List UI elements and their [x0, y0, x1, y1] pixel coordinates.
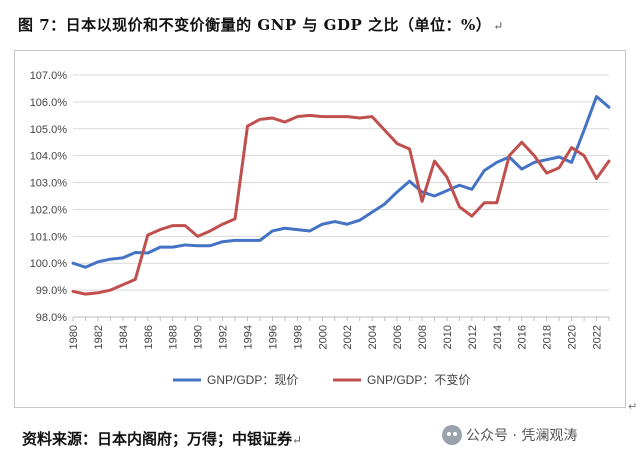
x-tick-label: 2004: [367, 325, 379, 349]
source-text: 资料来源：日本内阁府；万得；中银证券: [22, 430, 293, 448]
watermark-text: 公众号 · 凭澜观涛: [466, 428, 578, 444]
x-tick-label: 2000: [317, 325, 329, 349]
x-tick-label: 1994: [243, 325, 255, 349]
x-tick-label: 2018: [542, 325, 554, 349]
x-tick-label: 1982: [93, 325, 105, 349]
x-tick-label: 1988: [168, 325, 180, 349]
series-line-2: [71, 113, 611, 296]
paragraph-mark-icon: ↵: [292, 433, 303, 447]
figure-title: 图 7：日本以现价和不变价衡量的 GNP 与 GDP 之比（单位：%） ↵: [18, 14, 504, 35]
legend-label-1: GNP/GDP：现价: [207, 373, 298, 387]
x-tick-label: 2020: [567, 325, 579, 349]
y-tick-label: 104.0%: [30, 151, 68, 163]
x-tick-label: 1986: [143, 325, 155, 349]
x-tick-label: 2010: [442, 325, 454, 349]
y-tick-label: 106.0%: [30, 97, 68, 109]
source-note: 资料来源：日本内阁府；万得；中银证券↵: [22, 428, 302, 449]
y-tick-label: 107.0%: [30, 70, 68, 82]
x-tick-label: 1992: [218, 325, 230, 349]
y-tick-label: 98.0%: [36, 312, 67, 324]
y-tick-label: 100.0%: [30, 258, 68, 270]
series-line-1: [71, 95, 611, 269]
legend-label-2: GNP/GDP：不变价: [367, 372, 470, 387]
x-tick-label: 2022: [592, 325, 604, 349]
x-tick-label: 1980: [68, 325, 80, 349]
x-tick-label: 1984: [118, 325, 130, 349]
x-tick-label: 1990: [193, 325, 205, 349]
x-tick-label: 2016: [517, 325, 529, 349]
figure-title-text: 图 7：日本以现价和不变价衡量的 GNP 与 GDP 之比（单位：%）: [18, 16, 492, 34]
line-chart: 98.0% 99.0% 100.0% 101.0% 102.0% 103.0% 104.0%…: [30, 70, 611, 387]
y-tick-label: 103.0%: [30, 178, 68, 190]
watermark: 公众号 · 凭澜观涛: [442, 425, 577, 445]
x-tick-label: 1998: [292, 325, 304, 349]
y-tick-label: 102.0%: [30, 204, 68, 216]
y-tick-label: 99.0%: [36, 285, 67, 297]
y-tick-label: 101.0%: [30, 231, 68, 243]
x-tick-label: 2014: [492, 325, 504, 349]
x-tick-label: 1996: [267, 325, 279, 349]
x-tick-label: 2008: [417, 325, 429, 349]
chart-frame: 98.0% 99.0% 100.0% 101.0% 102.0% 103.0% 104.0%…: [14, 50, 626, 408]
y-tick-label: 105.0%: [30, 124, 68, 136]
paragraph-mark-icon: ↵: [628, 400, 638, 413]
paragraph-mark-icon: ↵: [493, 19, 504, 33]
x-tick-label: 2002: [342, 325, 354, 349]
x-tick-label: 2012: [467, 325, 479, 349]
x-tick-label: 2006: [392, 325, 404, 349]
wechat-icon: [442, 425, 462, 445]
